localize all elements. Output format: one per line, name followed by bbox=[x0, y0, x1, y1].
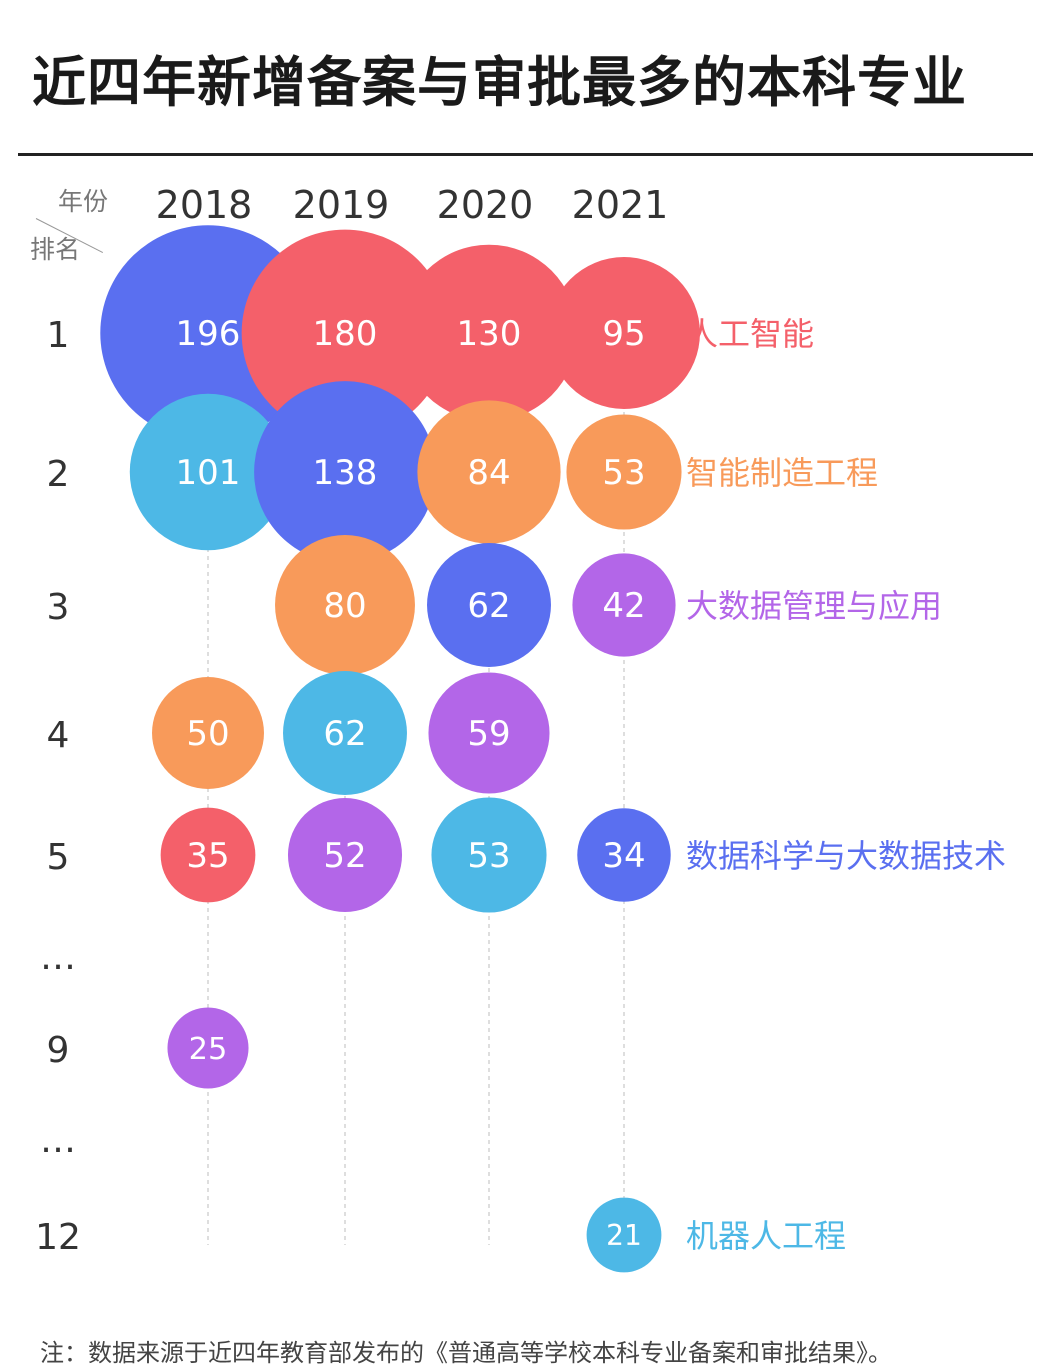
bubble-value-2020-rank-4: 59 bbox=[467, 714, 510, 754]
bubble-2021-rank-3 bbox=[572, 553, 676, 657]
bubble-2021-rank-2 bbox=[566, 414, 682, 530]
footnote: 注：数据来源于近四年教育部发布的《普通高等学校本科专业备案和审批结果》。 bbox=[40, 1339, 892, 1367]
bubble-2019-rank-1 bbox=[241, 229, 449, 437]
major-label-1: 智能制造工程 bbox=[686, 454, 878, 492]
bubble-2020-rank-1 bbox=[400, 244, 578, 422]
bubble-2019-rank-3 bbox=[275, 535, 415, 675]
bubble-2021-rank-12 bbox=[586, 1197, 662, 1273]
rank-label-1: 2 bbox=[47, 454, 70, 495]
bubble-2020-rank-5 bbox=[431, 797, 547, 913]
bubble-value-2021-rank-2: 53 bbox=[602, 453, 645, 493]
bubble-value-2019-rank-1: 180 bbox=[313, 314, 378, 354]
year-label-2018: 2018 bbox=[156, 183, 253, 227]
bubble-value-2021-rank-1: 95 bbox=[602, 314, 645, 354]
rank-label-6: 9 bbox=[47, 1030, 70, 1071]
bubble-2019-rank-5 bbox=[287, 797, 403, 913]
rank-label-3: 4 bbox=[47, 715, 70, 756]
bubble-value-2018-rank-4: 50 bbox=[186, 714, 229, 754]
rank-label-7: … bbox=[40, 1120, 76, 1161]
bubble-value-2020-rank-1: 130 bbox=[457, 314, 522, 354]
bubble-value-2019-rank-2: 138 bbox=[313, 453, 378, 493]
bubble-value-2021-rank-5: 34 bbox=[602, 836, 645, 876]
rank-label-0: 1 bbox=[47, 315, 70, 356]
bubble-2018-rank-4 bbox=[152, 677, 264, 789]
bubble-2019-rank-4 bbox=[283, 671, 407, 795]
bubble-value-2020-rank-2: 84 bbox=[467, 453, 510, 493]
bubble-value-2020-rank-5: 53 bbox=[467, 836, 510, 876]
bubble-2021-rank-5 bbox=[577, 808, 671, 902]
bubble-value-2019-rank-3: 80 bbox=[323, 586, 366, 626]
corner-rank-label: 排名 bbox=[30, 235, 81, 264]
title-divider bbox=[18, 153, 1033, 156]
bubble-value-2018-rank-2: 101 bbox=[176, 453, 241, 493]
bubble-2019-rank-2 bbox=[254, 381, 436, 563]
bubble-value-2018-rank-1: 196 bbox=[176, 314, 241, 354]
rank-label-8: 12 bbox=[35, 1217, 81, 1258]
rank-label-4: 5 bbox=[47, 837, 70, 878]
rank-label-2: 3 bbox=[47, 587, 70, 628]
rank-label-5: … bbox=[40, 937, 76, 978]
bubble-value-2018-rank-5: 35 bbox=[186, 836, 229, 876]
bubble-value-2021-rank-12: 21 bbox=[606, 1219, 642, 1252]
major-label-0: 人工智能 bbox=[686, 315, 814, 353]
chart-title: 近四年新增备案与审批最多的本科专业 bbox=[32, 51, 967, 114]
bubble-value-2018-rank-9: 25 bbox=[189, 1032, 228, 1067]
bubble-value-2020-rank-3: 62 bbox=[467, 586, 510, 626]
major-label-3: 数据科学与大数据技术 bbox=[686, 837, 1006, 875]
bubble-value-2019-rank-4: 62 bbox=[323, 714, 366, 754]
bubble-2021-rank-1 bbox=[548, 257, 700, 409]
bubble-2020-rank-2 bbox=[417, 400, 561, 544]
bubble-2018-rank-5 bbox=[160, 807, 256, 903]
bubble-2018-rank-2 bbox=[129, 393, 287, 551]
bubble-2020-rank-3 bbox=[427, 543, 551, 667]
year-label-2021: 2021 bbox=[572, 183, 669, 227]
bubble-2020-rank-4 bbox=[428, 672, 550, 794]
year-label-2020: 2020 bbox=[437, 183, 534, 227]
bubble-value-2021-rank-3: 42 bbox=[602, 586, 645, 626]
major-label-2: 大数据管理与应用 bbox=[686, 587, 942, 625]
year-label-2019: 2019 bbox=[293, 183, 390, 227]
bubble-2018-rank-9 bbox=[167, 1007, 249, 1089]
corner-year-label: 年份 bbox=[58, 187, 109, 216]
bubble-value-2019-rank-5: 52 bbox=[323, 836, 366, 876]
major-label-4: 机器人工程 bbox=[686, 1217, 846, 1255]
